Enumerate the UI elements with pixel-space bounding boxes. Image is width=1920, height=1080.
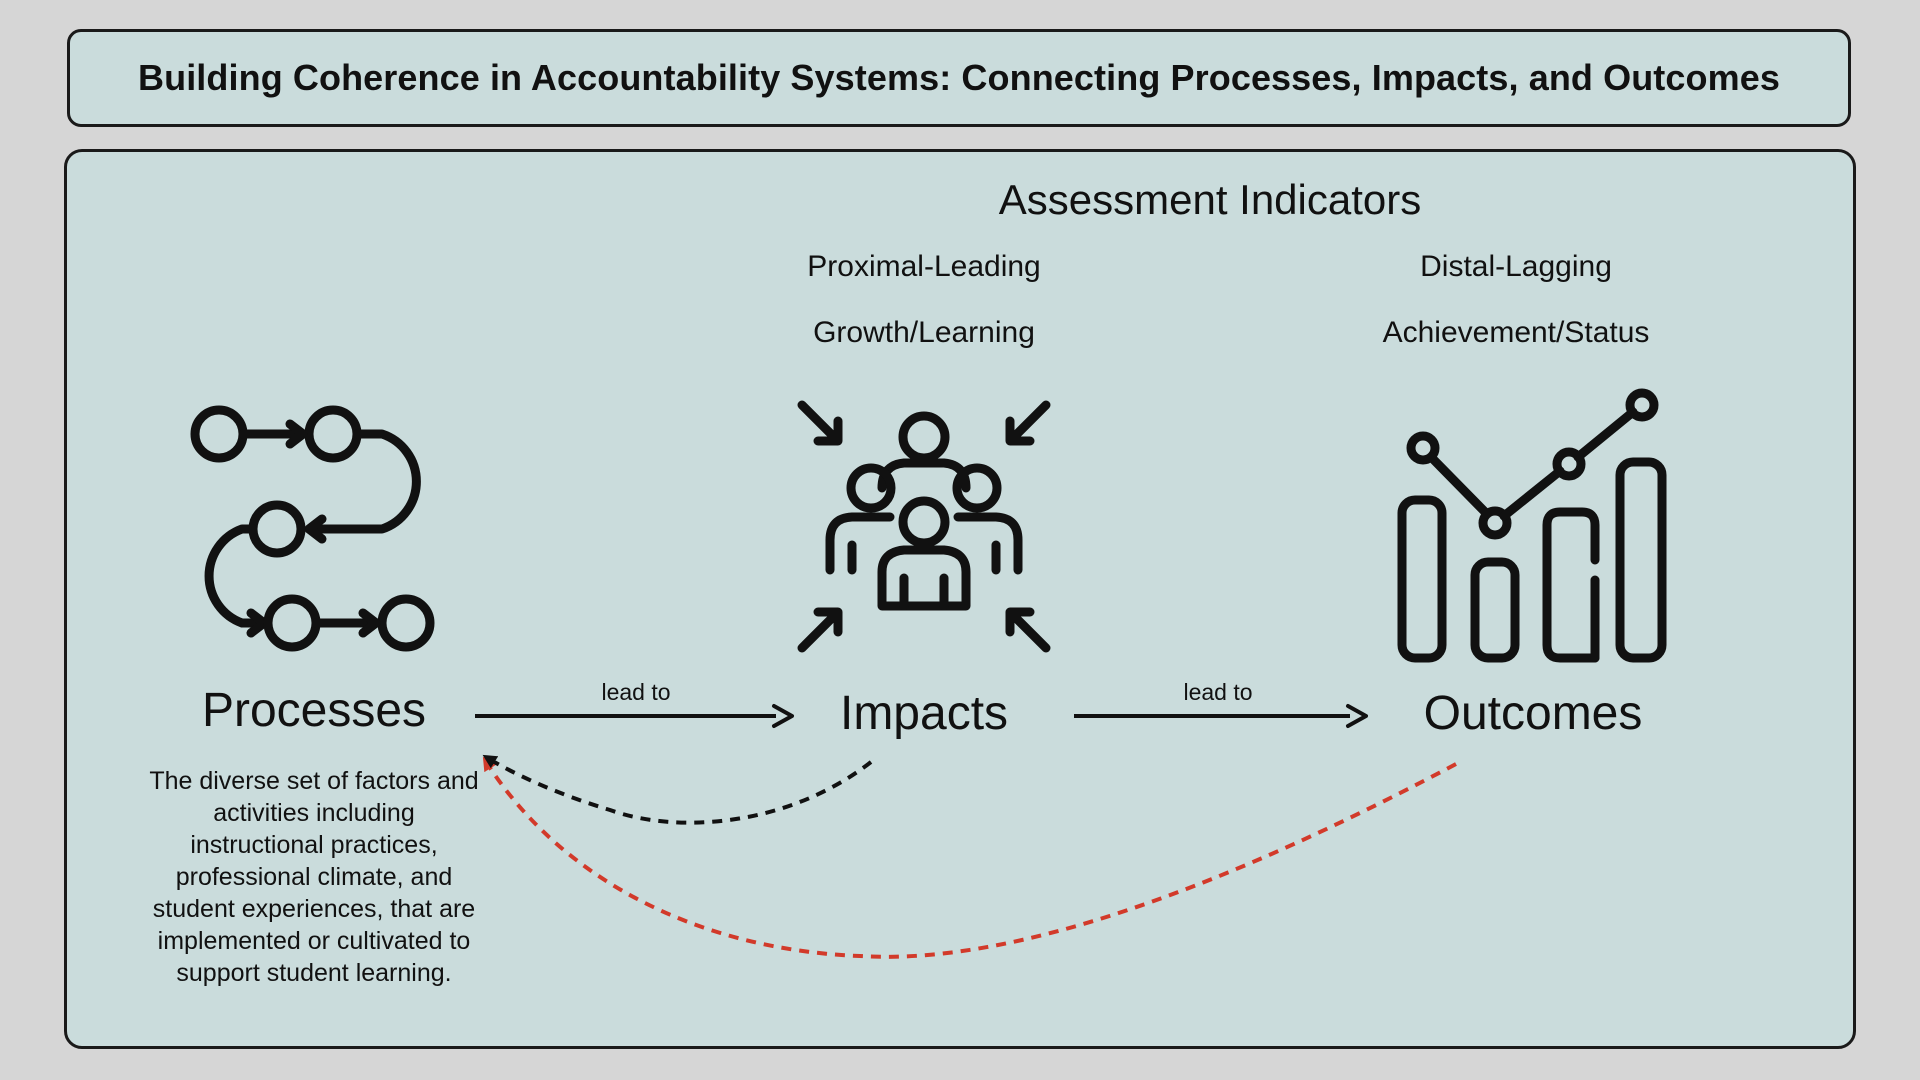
processes-description: The diverse set of factors and activitie…: [149, 767, 479, 987]
impacts-label: Impacts: [839, 687, 1009, 740]
assessment-indicators-heading: Assessment Indicators: [998, 176, 1422, 223]
diagram-title: Building Coherence in Accountability Sys…: [138, 57, 1780, 98]
edge-label-impacts-outcomes: lead to: [1183, 679, 1253, 705]
proximal-leading-label: Proximal-Leading: [807, 250, 1041, 283]
processes-label: Processes: [201, 684, 427, 737]
edge-label-processes-impacts: lead to: [601, 679, 671, 705]
title-banner: Building Coherence in Accountability Sys…: [67, 29, 1851, 127]
growth-learning-label: Growth/Learning: [813, 316, 1035, 349]
distal-lagging-label: Distal-Lagging: [1420, 250, 1612, 283]
outcomes-label: Outcomes: [1423, 687, 1643, 740]
achievement-status-label: Achievement/Status: [1382, 316, 1650, 349]
